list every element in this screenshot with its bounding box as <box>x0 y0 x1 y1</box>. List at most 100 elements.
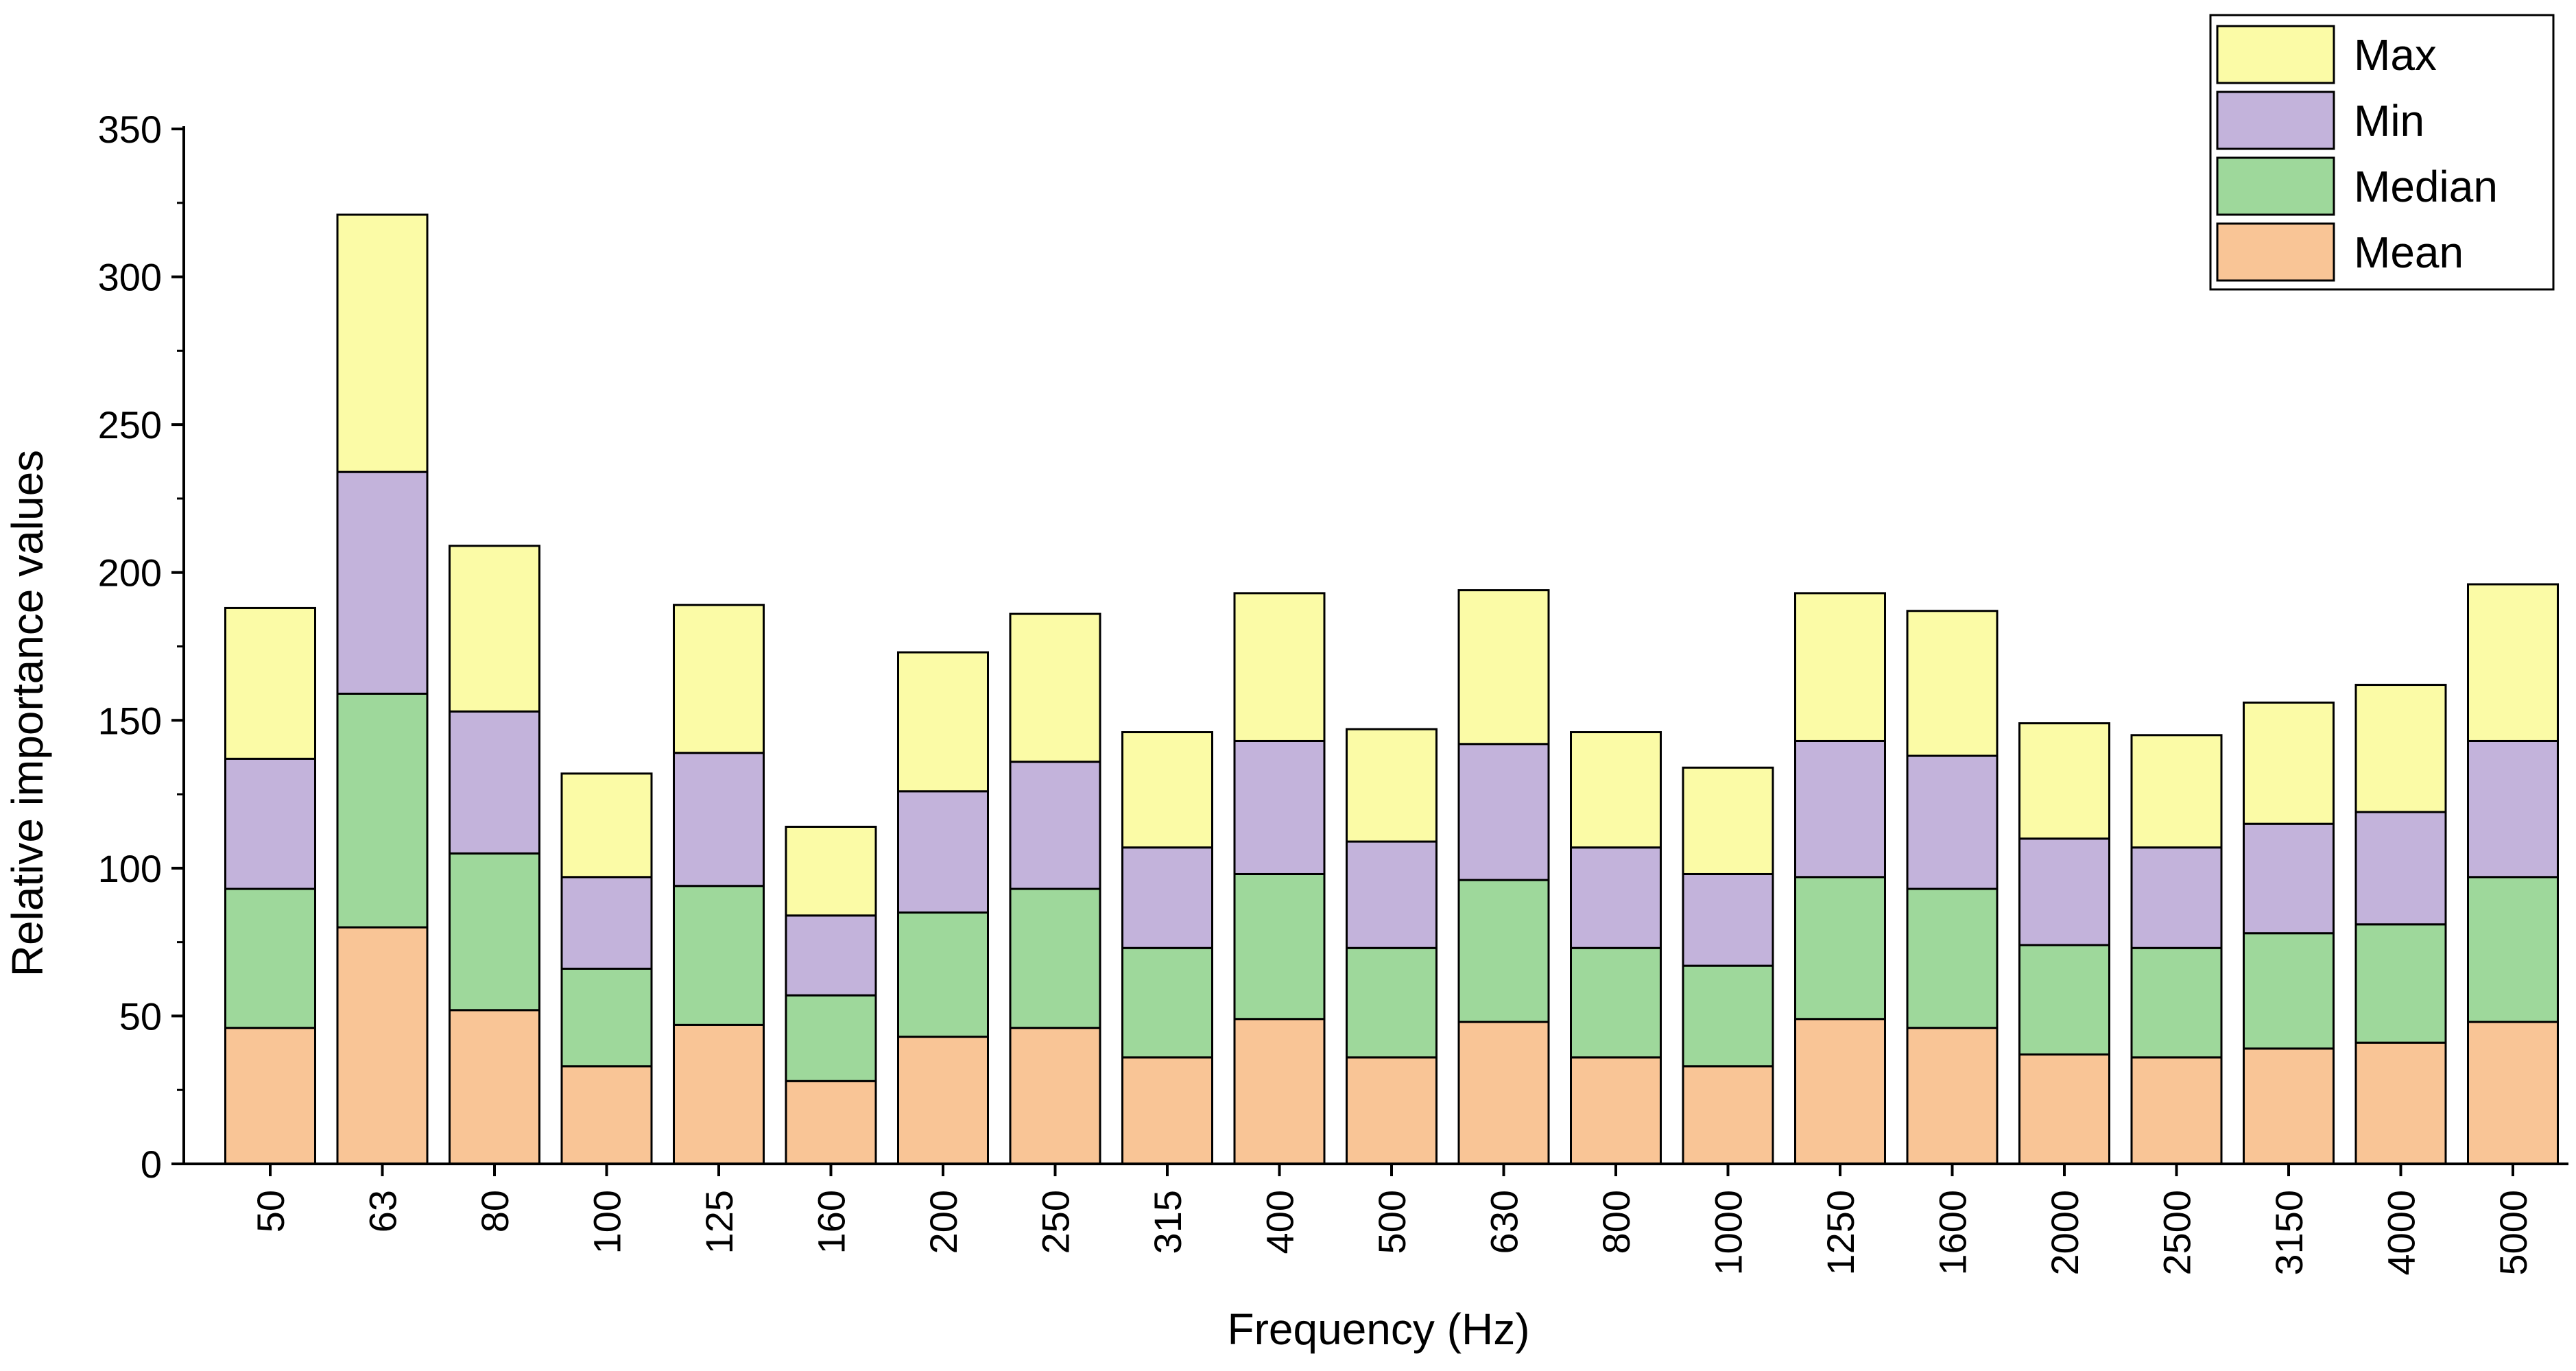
bar-segment-min-100 <box>560 876 653 970</box>
bar-segment-min-4000 <box>2354 811 2447 926</box>
y-tick-label: 150 <box>98 699 162 742</box>
bar-segment-median-2000 <box>2018 944 2110 1056</box>
y-tick-label: 100 <box>98 847 162 890</box>
legend-label-min: Min <box>2354 96 2424 145</box>
bar-segment-max-4000 <box>2354 684 2447 813</box>
bar-segment-max-250 <box>1009 612 1101 763</box>
bar-segment-max-500 <box>1346 728 1438 843</box>
legend-swatch-max <box>2216 25 2335 84</box>
legend-swatch-min <box>2216 91 2335 150</box>
bar-segment-max-315 <box>1121 731 1213 849</box>
x-tick-label: 80 <box>473 1190 516 1232</box>
axes-layer <box>182 126 2568 1165</box>
bar-segment-max-3150 <box>2243 701 2335 825</box>
y-tick-label: 0 <box>141 1143 162 1186</box>
x-tick-label: 630 <box>1483 1190 1526 1254</box>
bar-segment-min-63 <box>336 470 429 695</box>
y-tick-label: 300 <box>98 256 162 299</box>
legend-swatch-mean <box>2216 222 2335 282</box>
bar-segment-max-160 <box>785 825 877 917</box>
bar-segment-mean-63 <box>336 926 429 1165</box>
bar-segment-mean-1000 <box>1682 1065 1774 1165</box>
x-ticks: 50 63 80 100 125 160 200 250 315 400 500 630 800 1000… <box>249 1164 2535 1276</box>
bar-segment-median-63 <box>336 692 429 929</box>
y-tick-label: 200 <box>98 551 162 595</box>
x-tick-label: 1000 <box>1707 1190 1750 1276</box>
bar-segment-mean-400 <box>1233 1018 1326 1165</box>
bar-segment-mean-3150 <box>2243 1047 2335 1165</box>
bar-segment-max-100 <box>560 772 653 879</box>
bar-segment-min-125 <box>673 752 765 887</box>
x-tick-label: 3150 <box>2267 1190 2311 1276</box>
bar-segment-min-80 <box>449 710 540 855</box>
x-tick-label: 2500 <box>2156 1190 2199 1276</box>
bar-segment-median-5000 <box>2467 876 2559 1023</box>
bar-segment-min-3150 <box>2243 822 2335 935</box>
bar-segment-mean-630 <box>1457 1021 1550 1165</box>
bar-segment-min-1600 <box>1906 754 1999 890</box>
bar-segment-median-630 <box>1457 879 1550 1023</box>
x-tick-label: 200 <box>922 1190 965 1254</box>
bar-segment-max-125 <box>673 604 765 754</box>
x-tick-label: 125 <box>697 1190 741 1254</box>
bar-segment-max-200 <box>897 651 989 793</box>
bar-segment-mean-50 <box>224 1027 316 1165</box>
bar-segment-min-1000 <box>1682 872 1774 967</box>
bar-segment-median-250 <box>1009 887 1101 1029</box>
bar-segment-min-630 <box>1457 743 1550 881</box>
x-tick-label: 250 <box>1034 1190 1077 1254</box>
bar-segment-median-400 <box>1233 872 1326 1021</box>
bar-segment-mean-500 <box>1346 1056 1438 1165</box>
bar-segment-mean-80 <box>449 1009 540 1165</box>
x-tick-label: 63 <box>361 1190 405 1232</box>
bar-segment-min-315 <box>1121 846 1213 949</box>
bar-segment-median-200 <box>897 911 989 1038</box>
bar-segment-max-800 <box>1570 731 1662 849</box>
bar-segment-min-1250 <box>1794 739 1886 879</box>
bar-segment-min-800 <box>1570 846 1662 949</box>
bar-segment-mean-1600 <box>1906 1027 1999 1165</box>
bar-segment-max-63 <box>336 213 429 473</box>
bar-segment-max-1000 <box>1682 766 1774 875</box>
bar-segment-max-2500 <box>2130 734 2223 849</box>
bar-segment-max-2000 <box>2018 722 2110 840</box>
x-tick-label: 400 <box>1259 1190 1302 1254</box>
bar-segment-median-3150 <box>2243 932 2335 1050</box>
x-tick-label: 100 <box>586 1190 629 1254</box>
x-tick-label: 315 <box>1146 1190 1189 1254</box>
x-tick-label: 50 <box>249 1190 292 1232</box>
bar-segment-mean-100 <box>560 1065 653 1165</box>
legend-label-mean: Mean <box>2354 228 2464 277</box>
legend-label-median: Median <box>2354 162 2498 211</box>
bar-segment-median-800 <box>1570 946 1662 1059</box>
legend-swatch-median <box>2216 156 2335 216</box>
x-tick-label: 1250 <box>1819 1190 1862 1276</box>
x-tick-label: 5000 <box>2492 1190 2535 1276</box>
y-axis-label: Relative importance values <box>3 450 52 977</box>
bar-segment-median-1000 <box>1682 964 1774 1068</box>
bar-segment-max-5000 <box>2467 583 2559 742</box>
y-ticks: 0 50 100 150 200 250 300 350 <box>98 108 184 1186</box>
x-axis-label: Frequency (Hz) <box>1228 1304 1530 1354</box>
x-tick-label: 800 <box>1595 1190 1638 1254</box>
x-tick-label: 2000 <box>2043 1190 2086 1276</box>
bar-segment-min-5000 <box>2467 739 2559 879</box>
bar-segment-median-500 <box>1346 946 1438 1059</box>
y-tick-label: 350 <box>98 108 162 151</box>
y-tick-label: 250 <box>98 403 162 446</box>
bar-segment-max-1250 <box>1794 592 1886 742</box>
bar-segment-mean-160 <box>785 1080 877 1165</box>
bar-segment-mean-5000 <box>2467 1021 2559 1165</box>
bar-segment-mean-2000 <box>2018 1053 2110 1165</box>
bar-segment-median-125 <box>673 885 765 1026</box>
x-tick-label: 160 <box>810 1190 853 1254</box>
bar-segment-min-500 <box>1346 840 1438 949</box>
bar-segment-min-50 <box>224 757 316 890</box>
bar-segment-median-100 <box>560 967 653 1068</box>
bar-segment-mean-200 <box>897 1036 989 1165</box>
x-tick-label: 1600 <box>1931 1190 1975 1276</box>
bar-segment-mean-1250 <box>1794 1018 1886 1165</box>
bar-segment-max-400 <box>1233 592 1326 742</box>
bar-segment-median-160 <box>785 994 877 1082</box>
